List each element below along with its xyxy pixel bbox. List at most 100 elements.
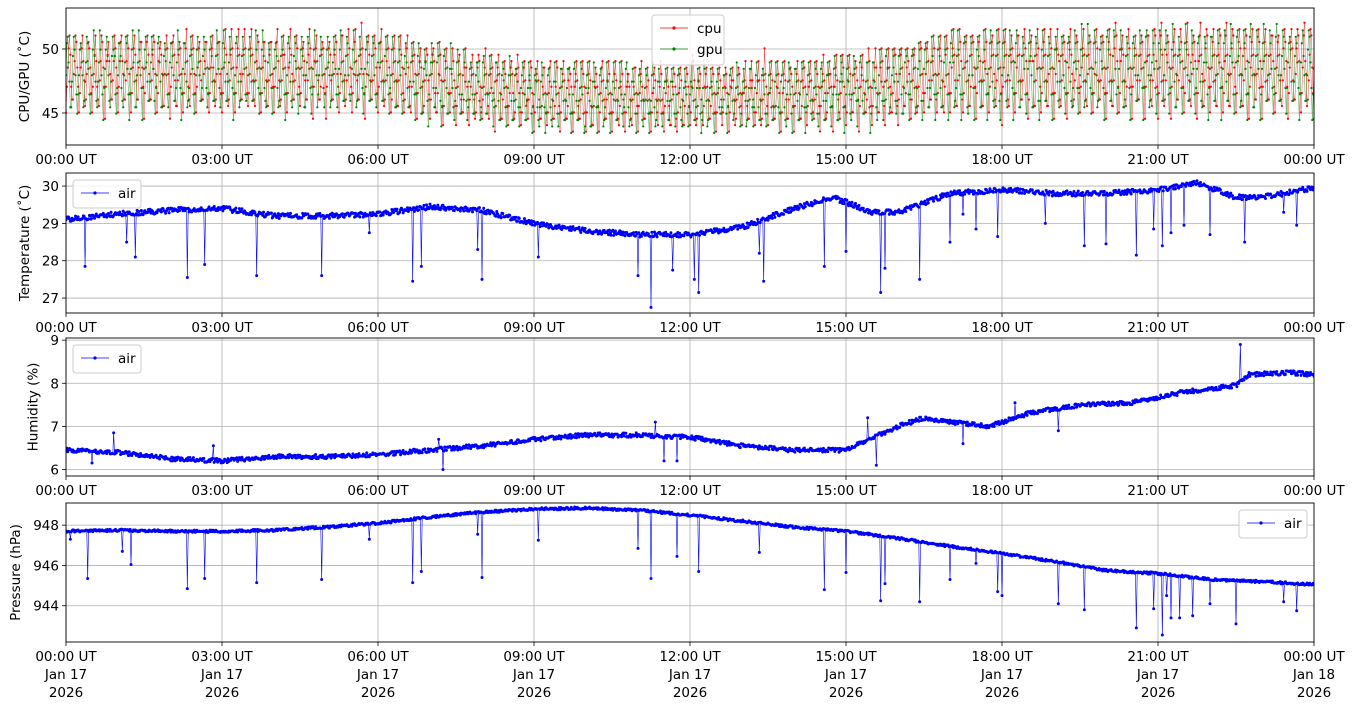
data-point xyxy=(1128,86,1131,90)
data-point xyxy=(528,79,531,82)
data-point xyxy=(1137,54,1141,58)
data-point xyxy=(1091,67,1095,70)
data-point xyxy=(481,61,484,64)
data-point xyxy=(453,118,456,122)
data-point xyxy=(416,54,419,58)
data-point xyxy=(542,93,545,96)
data-point xyxy=(1082,28,1085,31)
data-point xyxy=(441,203,445,207)
data-point xyxy=(470,74,473,77)
data-point xyxy=(541,74,544,77)
data-point xyxy=(1001,42,1004,45)
data-point xyxy=(857,203,861,207)
data-point xyxy=(926,86,929,90)
data-point xyxy=(970,42,973,45)
data-point xyxy=(518,125,521,128)
data-point xyxy=(1016,54,1019,58)
data-point xyxy=(623,234,627,238)
data-point xyxy=(952,28,955,31)
data-point xyxy=(627,72,630,76)
data-point xyxy=(165,74,168,77)
data-point xyxy=(521,61,524,64)
data-point xyxy=(649,130,653,133)
data-point xyxy=(585,74,588,77)
data-point xyxy=(77,93,80,96)
data-point xyxy=(609,131,612,134)
data-point xyxy=(1205,28,1208,31)
data-point xyxy=(889,85,892,88)
data-point xyxy=(72,72,75,76)
data-point xyxy=(1134,34,1137,37)
data-point xyxy=(1134,253,1138,257)
data-point xyxy=(1137,98,1141,101)
data-point xyxy=(466,85,469,88)
data-point xyxy=(1241,104,1245,108)
data-point xyxy=(1119,29,1122,32)
data-point xyxy=(733,112,736,115)
data-point xyxy=(683,104,686,108)
data-point xyxy=(817,85,820,88)
data-point xyxy=(512,99,516,102)
data-point xyxy=(976,66,979,69)
data-point xyxy=(1051,189,1055,193)
data-point xyxy=(1150,61,1154,64)
data-point xyxy=(221,42,224,45)
data-point xyxy=(1159,48,1162,51)
data-point xyxy=(985,40,988,44)
data-point xyxy=(922,111,926,114)
data-point xyxy=(635,92,638,95)
data-point xyxy=(639,234,643,238)
data-point xyxy=(145,61,148,64)
data-point xyxy=(1203,79,1206,82)
data-point xyxy=(426,53,429,56)
plot-area xyxy=(66,342,1314,472)
data-point xyxy=(622,98,625,101)
data-point xyxy=(1292,80,1296,83)
data-point xyxy=(1055,48,1058,51)
data-point xyxy=(884,98,887,101)
data-point xyxy=(1183,92,1186,95)
data-point xyxy=(211,34,214,37)
data-point xyxy=(391,35,394,38)
data-point xyxy=(642,125,645,128)
data-point xyxy=(689,80,692,83)
data-point xyxy=(998,40,1001,44)
data-point xyxy=(302,74,305,77)
data-point xyxy=(1195,117,1199,120)
data-point xyxy=(549,106,552,109)
data-point xyxy=(182,92,185,95)
data-point xyxy=(1098,48,1102,51)
data-point xyxy=(258,66,261,69)
data-point xyxy=(467,80,471,83)
data-point xyxy=(1301,185,1305,189)
data-point xyxy=(130,92,133,95)
data-point xyxy=(1247,61,1251,64)
data-point xyxy=(174,86,178,90)
data-point xyxy=(636,274,640,278)
data-point xyxy=(648,98,651,101)
data-point xyxy=(258,112,261,115)
data-point xyxy=(1159,185,1163,189)
data-point xyxy=(567,67,570,70)
data-point xyxy=(185,276,189,280)
data-point xyxy=(109,80,113,83)
data-point xyxy=(1261,85,1264,88)
data-point xyxy=(545,124,549,127)
data-point xyxy=(274,66,277,69)
data-point xyxy=(118,42,121,45)
data-point xyxy=(558,112,561,115)
data-point xyxy=(1300,92,1303,95)
data-point xyxy=(942,111,946,114)
data-point xyxy=(1013,111,1017,114)
data-point xyxy=(343,74,347,77)
series-markers-gpu xyxy=(66,22,1314,134)
data-point xyxy=(750,60,753,63)
data-point xyxy=(912,67,915,70)
data-point xyxy=(480,117,484,120)
data-point xyxy=(800,104,803,108)
data-point xyxy=(245,99,248,102)
data-point xyxy=(1072,189,1076,193)
data-point xyxy=(229,48,232,51)
data-point xyxy=(1142,118,1145,122)
data-point xyxy=(291,72,294,76)
